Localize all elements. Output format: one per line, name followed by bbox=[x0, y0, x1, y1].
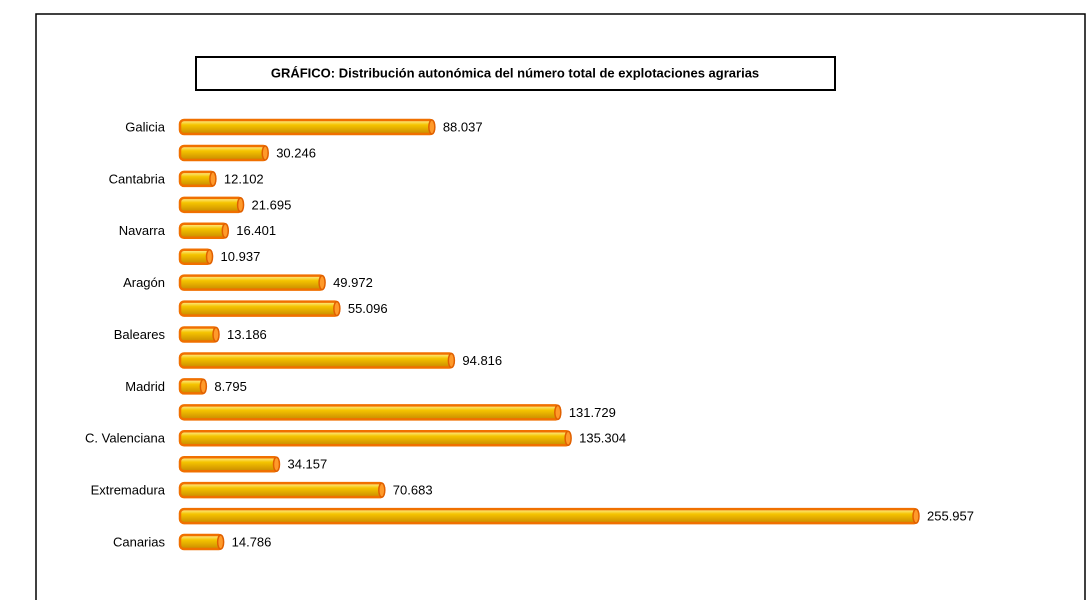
value-label: 88.037 bbox=[443, 119, 483, 134]
bar bbox=[178, 326, 220, 343]
bar bbox=[178, 533, 225, 551]
category-label: Canarias bbox=[113, 534, 166, 549]
bar bbox=[178, 378, 208, 395]
bar bbox=[178, 481, 386, 499]
value-label: 34.157 bbox=[287, 457, 327, 472]
bar bbox=[178, 118, 436, 136]
value-label: 255.957 bbox=[927, 509, 974, 524]
category-label: Galicia bbox=[125, 119, 166, 134]
value-label: 21.695 bbox=[252, 197, 292, 212]
bar bbox=[178, 274, 326, 291]
bar bbox=[178, 507, 920, 525]
category-label: Cantabria bbox=[109, 171, 166, 186]
category-label: Baleares bbox=[114, 327, 166, 342]
value-label: 16.401 bbox=[236, 223, 276, 238]
category-label: Madrid bbox=[125, 379, 165, 394]
category-label: C. Valenciana bbox=[85, 431, 166, 446]
bar bbox=[178, 430, 572, 447]
value-label: 55.096 bbox=[348, 301, 388, 316]
bar bbox=[178, 352, 456, 369]
category-label: Extremadura bbox=[91, 483, 166, 498]
value-label: 12.102 bbox=[224, 171, 264, 186]
bar bbox=[178, 455, 281, 473]
value-label: 94.816 bbox=[462, 353, 502, 368]
value-label: 8.795 bbox=[214, 379, 247, 394]
category-label: Navarra bbox=[119, 223, 166, 238]
bar bbox=[178, 170, 217, 188]
bar bbox=[178, 196, 245, 214]
chart-title: GRÁFICO: Distribución autonómica del núm… bbox=[271, 65, 759, 80]
value-label: 30.246 bbox=[276, 145, 316, 160]
value-label: 70.683 bbox=[393, 483, 433, 498]
bar bbox=[178, 222, 230, 240]
bar bbox=[178, 144, 269, 162]
value-label: 131.729 bbox=[569, 405, 616, 420]
category-label: Aragón bbox=[123, 275, 165, 290]
value-label: 135.304 bbox=[579, 431, 626, 446]
bar bbox=[178, 404, 562, 421]
value-label: 10.937 bbox=[221, 249, 261, 264]
value-label: 49.972 bbox=[333, 275, 373, 290]
title-box bbox=[195, 56, 836, 91]
value-label: 13.186 bbox=[227, 327, 267, 342]
bar bbox=[178, 248, 214, 265]
value-label: 14.786 bbox=[232, 534, 272, 549]
bar bbox=[178, 300, 341, 317]
